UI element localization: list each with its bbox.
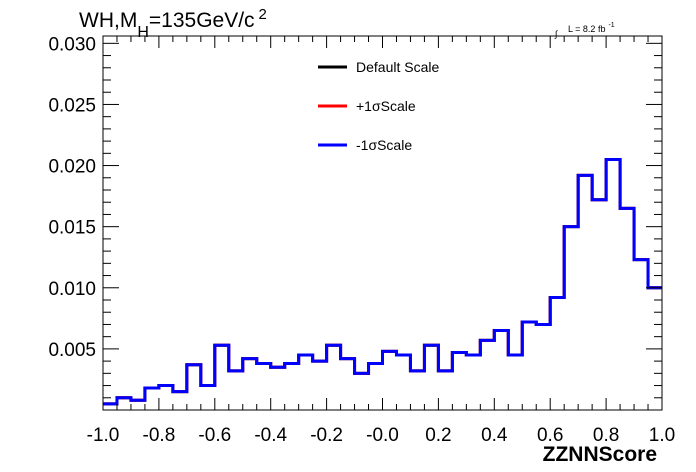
x-tick-label: -0.2 <box>310 425 343 446</box>
legend-label-plus-1-sigma-scale: +1σScale <box>356 98 416 114</box>
series-layer <box>103 157 662 406</box>
x-tick-label: 1.0 <box>649 425 675 446</box>
luminosity-label: L = 8.2 fb -1 <box>568 22 615 34</box>
x-tick-label: -0.6 <box>198 425 231 446</box>
luminosity-text: L = 8.2 fb <box>568 24 605 34</box>
chart-title-superscript: 2 <box>259 6 267 23</box>
x-tick-label: 0.6 <box>537 425 563 446</box>
legend-label-minus-1-sigma-scale: -1σScale <box>356 137 412 153</box>
x-tick-label: -1.0 <box>87 425 120 446</box>
luminosity-integral-symbol: ∫ <box>554 29 559 39</box>
x-tick-label: 0.8 <box>593 425 619 446</box>
x-tick-label: 0.2 <box>425 425 451 446</box>
legend: Default Scale +1σScale -1σScale <box>318 59 439 153</box>
luminosity-superscript: -1 <box>608 22 614 29</box>
x-axis-label: ZZNNScore <box>543 443 657 466</box>
chart-title-main: =135GeV/c <box>149 9 255 32</box>
y-tick-label: 0.015 <box>48 218 96 239</box>
y-tick-label: 0.025 <box>48 95 96 116</box>
x-axis-ticks <box>102 36 663 410</box>
y-tick-label: 0.005 <box>48 340 96 361</box>
x-tick-label: -0.4 <box>254 425 287 446</box>
y-axis-tick-labels: 0.005 0.010 0.015 0.020 0.025 0.030 <box>48 34 96 361</box>
x-tick-label: -0.0 <box>366 425 399 446</box>
y-axis-ticks <box>103 42 662 399</box>
legend-label-default-scale: Default Scale <box>356 59 439 75</box>
x-axis-tick-labels: -1.0 -0.8 -0.6 -0.4 -0.2 -0.0 0.2 0.4 0.6 0.8 1.0 <box>87 425 676 446</box>
chart-title: WH,MH=135GeV/c 2 <box>79 6 267 41</box>
x-tick-label: -0.8 <box>143 425 176 446</box>
y-tick-label: 0.020 <box>48 157 96 178</box>
series-line-minus-1-sigma-scale <box>103 157 662 406</box>
x-tick-label: 0.4 <box>481 425 508 446</box>
chart-title-subscript: H <box>137 24 149 41</box>
chart-title-prefix: WH,M <box>79 9 137 32</box>
y-tick-label: 0.010 <box>48 279 96 300</box>
y-tick-label: 0.030 <box>48 34 96 55</box>
